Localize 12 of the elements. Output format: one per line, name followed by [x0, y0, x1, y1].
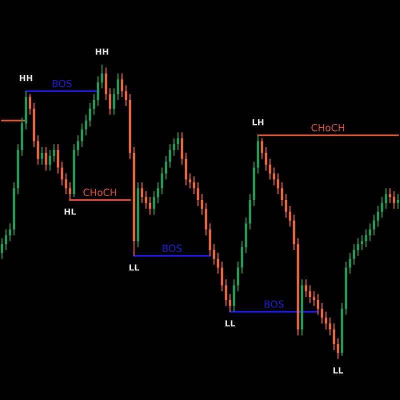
text: LL: [129, 264, 140, 271]
series-label: BOS: [52, 80, 72, 88]
text: LH: [252, 119, 264, 126]
text: HH: [96, 48, 108, 55]
text: HH: [20, 75, 32, 82]
text: HL: [64, 208, 76, 215]
series-label: CHoCH: [83, 188, 116, 196]
text: LL: [333, 367, 344, 374]
series-label: CHoCH: [311, 124, 344, 132]
text: LL: [225, 320, 236, 326]
series-label: BOS: [162, 244, 182, 252]
series-label: BOS: [264, 300, 284, 308]
